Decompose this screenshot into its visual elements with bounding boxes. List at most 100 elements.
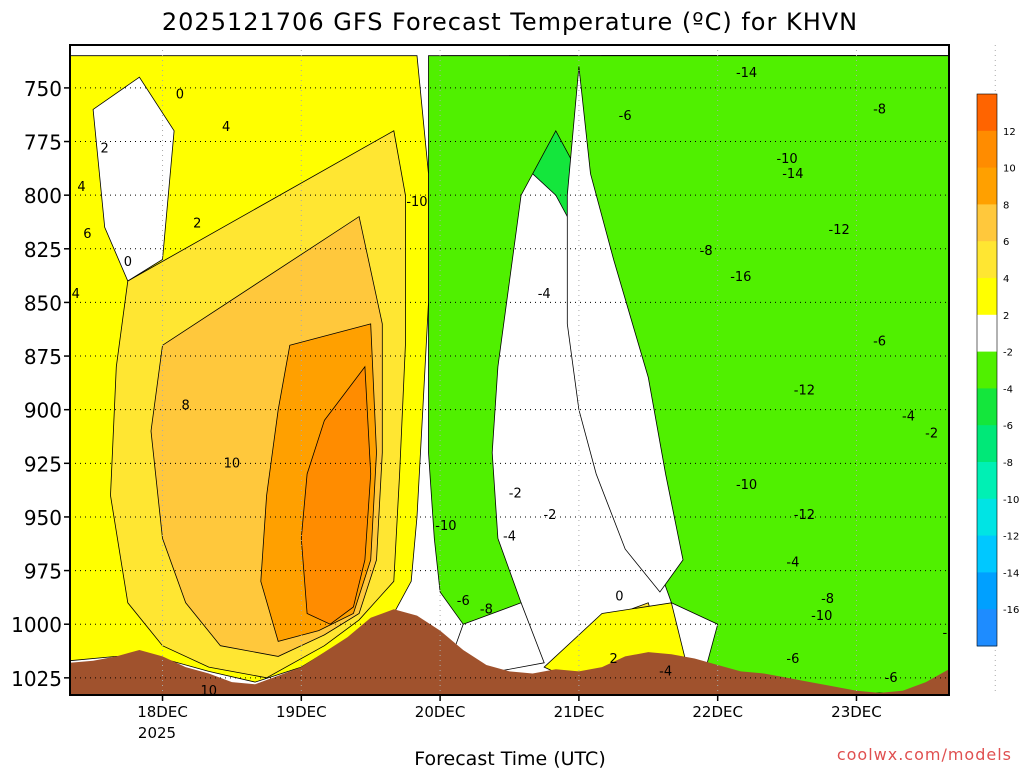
- contour-label: -10: [435, 519, 456, 534]
- band-white_col: [566, 66, 684, 593]
- colorbar-swatch: [977, 130, 997, 169]
- contour-label: -8: [480, 602, 493, 617]
- x-tick-label-19DEC: 19DEC: [276, 703, 327, 721]
- contour-label: -8: [821, 592, 834, 607]
- y-axis: 750 775 800 825 850 875 900 925 950 975 1000 1025: [11, 77, 70, 691]
- y-tick-label-875: 875: [24, 345, 62, 369]
- contour-label: -12: [794, 508, 815, 523]
- contour-label: 4: [77, 180, 85, 195]
- contour-label: 8: [182, 399, 190, 414]
- band-white_left: [92, 76, 175, 282]
- colorbar-swatch: [977, 241, 997, 279]
- x-year-label: 2025: [138, 724, 176, 742]
- colorbar-swatch: [977, 314, 997, 353]
- contour-label: 0: [0, 373, 5, 388]
- x-tick-label-20DEC: 20DEC: [415, 703, 466, 721]
- contour-label: -4: [1018, 699, 1024, 714]
- terrain-fill: [70, 609, 949, 695]
- colorbar-label: 6: [1003, 237, 1009, 248]
- contour-label: -4: [966, 184, 979, 199]
- x-axis-title: Forecast Time (UTC): [414, 748, 605, 768]
- contour-label: 2: [193, 216, 201, 231]
- colorbar-label: -4: [1003, 384, 1013, 395]
- x-tick-label-18DEC: 18DEC: [137, 703, 188, 721]
- contour-label: -4: [902, 409, 915, 424]
- colorbar-swatch: [977, 535, 997, 573]
- contour-label: -6: [943, 626, 956, 641]
- colorbar-label: -14: [1003, 568, 1019, 579]
- plot-frame: [69, 44, 950, 696]
- colorbar-swatch: [977, 167, 997, 205]
- y-tick-label-1000: 1000: [11, 613, 62, 637]
- contour-label: 10: [224, 457, 241, 472]
- contour-label: -6: [885, 671, 898, 686]
- contour-label: -6: [873, 334, 886, 349]
- colorbar-label: -12: [1003, 532, 1019, 543]
- colorbar-swatch: [977, 278, 997, 316]
- colorbar-swatch: [977, 388, 997, 426]
- contour-label: -6: [786, 652, 799, 667]
- x-axis: 18DEC 19DEC 20DEC 21DEC 22DEC 23DEC: [137, 695, 882, 721]
- contour-label: 0: [615, 590, 623, 605]
- colorbar-swatch: [977, 572, 997, 610]
- y-tick-label-825: 825: [24, 238, 62, 262]
- contour-label: -6: [810, 710, 823, 725]
- contour-label: 4: [222, 120, 230, 135]
- x-tick-label-23DEC: 23DEC: [831, 703, 882, 721]
- colorbar-swatch: [977, 425, 997, 463]
- y-tick-label-800: 800: [24, 184, 62, 208]
- contour-label: -4: [659, 665, 672, 680]
- colorbar-label: -16: [1003, 605, 1019, 616]
- contour-label: -14: [782, 167, 803, 182]
- terrain-shape: [70, 609, 949, 695]
- contour-label: -4: [538, 287, 551, 302]
- contour-label: -4: [503, 530, 516, 545]
- contour-label: 2: [101, 141, 109, 156]
- contour-label: -2: [925, 427, 938, 442]
- y-tick-label-900: 900: [24, 399, 62, 423]
- y-tick-label-775: 775: [24, 131, 62, 155]
- colorbar-swatch: [977, 204, 997, 242]
- contour-label: -2: [1000, 360, 1013, 375]
- contour-label: 0: [124, 255, 132, 270]
- contour-label: -2: [1000, 727, 1013, 742]
- contour-label: -10: [811, 609, 832, 624]
- colorbar-label: -6: [1003, 421, 1013, 432]
- colorbar-label: 8: [1003, 200, 1009, 211]
- contour-label: 4: [43, 384, 51, 399]
- colorbar: 12 10 8 6 4 2 -2 -4 -6 -8 -10 -12 -14 -16: [976, 93, 1019, 647]
- contour-label: -6: [948, 206, 961, 221]
- contour-label: -6: [457, 594, 470, 609]
- contour-label: -2: [543, 508, 556, 523]
- y-tick-label-975: 975: [24, 560, 62, 584]
- contour-label: 10: [201, 684, 218, 699]
- colorbar-label: 4: [1003, 274, 1009, 285]
- colorbar-frame: [976, 93, 998, 647]
- contour-label: -12: [794, 384, 815, 399]
- x-tick-label-22DEC: 22DEC: [692, 703, 743, 721]
- colorbar-swatch: [977, 94, 997, 132]
- y-tick-label-1025: 1025: [11, 667, 62, 691]
- colorbar-label: -8: [1003, 458, 1013, 469]
- contour-label: -10: [406, 195, 427, 210]
- colorbar-label: 2: [1003, 311, 1009, 322]
- y-tick-label-850: 850: [24, 291, 62, 315]
- contour-labels: -14 -40-6 -8-1024-10-14-12-4-624260-8-16-4…: [0, 66, 1024, 748]
- contour-label: 4: [72, 287, 80, 302]
- colorbar-swatch: [977, 462, 997, 500]
- contour-label: -2: [509, 487, 522, 502]
- contour-label: 0: [176, 88, 184, 103]
- contour-label: -10: [736, 478, 757, 493]
- chart-title: 2025121706 GFS Forecast Temperature (ºC)…: [162, 8, 858, 36]
- x-tick-label-21DEC: 21DEC: [554, 703, 605, 721]
- contour-label: -12: [829, 223, 850, 238]
- contour-label: -10: [776, 152, 797, 167]
- colorbar-label: -10: [1003, 495, 1019, 506]
- contour-label: 0: [1014, 733, 1022, 748]
- contour-label: -4: [786, 555, 799, 570]
- contour-label: -8: [873, 103, 886, 118]
- credit-text: coolwx.com/models: [837, 745, 1012, 764]
- y-tick-label-950: 950: [24, 506, 62, 530]
- contour-label: -2: [653, 720, 666, 735]
